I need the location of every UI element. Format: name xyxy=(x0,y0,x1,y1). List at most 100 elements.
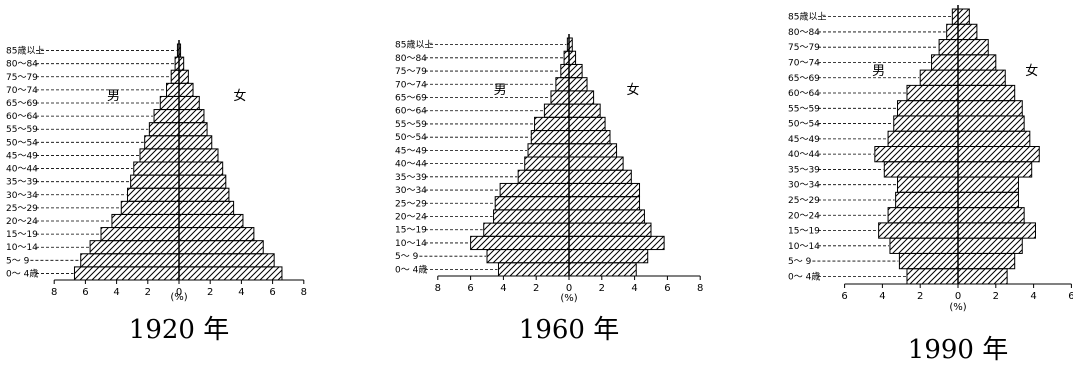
age-label: 25～29 xyxy=(395,199,427,209)
bar-female xyxy=(178,109,205,124)
year-caption: 1920 年 xyxy=(129,315,229,345)
age-label: 75～79 xyxy=(395,67,427,77)
bar-female xyxy=(568,130,611,145)
age-label: 0～ 4歳 xyxy=(395,263,427,275)
bar-male xyxy=(550,90,570,105)
age-label: 30～34 xyxy=(788,181,820,191)
bar-male xyxy=(73,266,180,281)
x-tick-label: 2 xyxy=(599,283,605,294)
age-label: 15～19 xyxy=(788,227,820,237)
age-label: 60～64 xyxy=(395,107,427,117)
x-tick-label: 4 xyxy=(631,283,637,294)
age-label: 30～34 xyxy=(395,186,427,196)
x-tick-label: 4 xyxy=(879,291,885,302)
bar-female xyxy=(957,39,989,56)
bar-female xyxy=(957,130,1031,148)
age-label: 65～69 xyxy=(788,74,820,84)
bar-male xyxy=(153,109,180,124)
bar-female xyxy=(568,182,641,198)
age-label: 70～74 xyxy=(788,58,820,68)
bar-female xyxy=(178,174,227,189)
bar-female xyxy=(568,103,601,118)
bar-male xyxy=(895,191,959,209)
bar-male xyxy=(898,252,959,270)
x-tick-label: 2 xyxy=(917,291,923,302)
age-label: 55～59 xyxy=(6,125,38,135)
age-label: 45～49 xyxy=(6,151,38,161)
bar-male xyxy=(887,207,959,224)
age-label: 80～84 xyxy=(788,28,820,38)
age-label: 0～ 4歳 xyxy=(788,270,820,282)
bar-female xyxy=(957,8,970,25)
bar-female xyxy=(568,196,641,211)
bar-female xyxy=(568,143,618,158)
bar-male xyxy=(144,135,180,150)
x-tick-label: 4 xyxy=(238,287,244,298)
bar-female xyxy=(178,200,235,215)
x-tick-label: 0 xyxy=(176,287,182,298)
age-label: 85歳以上 xyxy=(788,11,826,23)
bar-female xyxy=(957,222,1036,239)
bar-male xyxy=(530,130,570,145)
bar-male xyxy=(883,161,959,178)
age-label: 15～19 xyxy=(395,226,427,236)
bar-male xyxy=(80,253,180,268)
bar-male xyxy=(159,95,180,111)
bar-male xyxy=(111,213,180,229)
bar-female xyxy=(957,207,1025,224)
x-axis-unit: (%) xyxy=(949,302,966,313)
bar-female xyxy=(957,84,1016,102)
bar-male xyxy=(534,116,570,132)
age-label: 10～14 xyxy=(395,239,427,249)
bar-female xyxy=(957,191,1019,209)
year-caption: 1990 年 xyxy=(908,335,1008,365)
bar-female xyxy=(568,90,595,105)
x-tick-label: 4 xyxy=(500,283,506,294)
age-label: 10～14 xyxy=(788,242,820,252)
bar-female xyxy=(957,115,1025,132)
bar-male xyxy=(483,222,570,237)
x-tick-label: 6 xyxy=(841,291,847,302)
bar-female xyxy=(178,69,189,84)
bar-male xyxy=(130,174,180,189)
bar-male xyxy=(878,222,959,239)
pyramid-1: 0～ 4歳5～ 9 10～14 15～19 20～24 25～29 30～34 35～39 4… xyxy=(395,34,703,345)
bar-male xyxy=(897,176,959,193)
bar-female xyxy=(178,227,255,242)
bar-female xyxy=(957,252,1016,270)
x-tick-label: 4 xyxy=(113,287,119,298)
bar-female xyxy=(957,161,1033,178)
bar-male xyxy=(938,39,959,56)
age-label: 80～84 xyxy=(395,54,427,64)
bar-female xyxy=(178,161,224,176)
age-label: 85歳以上 xyxy=(395,39,433,51)
bar-female xyxy=(178,135,213,150)
pyramid-0: 0～ 4歳5～ 9 10～14 15～19 20～24 25～29 30～34 35～39 4… xyxy=(6,40,307,345)
age-label: 10～14 xyxy=(6,243,38,253)
bar-male xyxy=(887,130,959,148)
x-tick-label: 8 xyxy=(51,287,57,298)
age-label: 20～24 xyxy=(788,211,820,221)
x-tick-label: 8 xyxy=(301,287,307,298)
age-label: 15～19 xyxy=(6,230,38,240)
bar-male xyxy=(555,77,570,92)
bar-male xyxy=(889,237,959,254)
x-axis-unit: (%) xyxy=(170,292,187,303)
bar-female xyxy=(178,187,230,202)
bar-female xyxy=(568,156,624,171)
bar-male xyxy=(120,200,180,215)
bar-male xyxy=(170,69,180,84)
age-label: 40～44 xyxy=(6,165,38,175)
age-label: 60～64 xyxy=(788,89,820,99)
year-caption: 1960 年 xyxy=(519,315,619,345)
x-axis-unit: (%) xyxy=(560,293,577,304)
age-label: 80～84 xyxy=(6,60,38,70)
age-label: 5～ 9 xyxy=(395,252,419,262)
age-label: 50～54 xyxy=(395,133,427,143)
x-tick-label: 0 xyxy=(955,291,961,302)
x-tick-label: 8 xyxy=(697,283,703,294)
bar-female xyxy=(568,116,606,132)
bar-male xyxy=(906,268,959,285)
bar-female xyxy=(568,63,583,79)
male-label: 男 xyxy=(107,89,120,104)
